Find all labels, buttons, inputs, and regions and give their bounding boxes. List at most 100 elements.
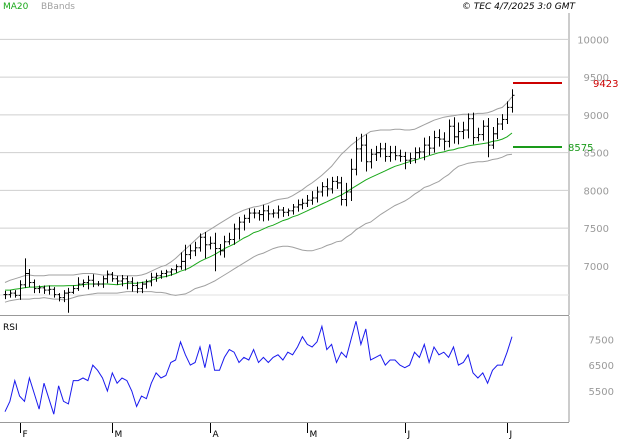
rsi-y-tick-label: 5500 bbox=[589, 387, 614, 398]
ohlc-bar bbox=[174, 264, 179, 273]
ohlc-bar bbox=[179, 252, 184, 270]
ohlc-bar bbox=[71, 285, 76, 294]
price-y-tick-label: 8000 bbox=[584, 186, 609, 197]
ohlc-bar bbox=[3, 290, 8, 300]
ohlc-bar bbox=[320, 182, 325, 197]
ohlc-bar bbox=[91, 274, 96, 288]
ohlc-bar bbox=[164, 269, 169, 278]
x-tick-label: M bbox=[310, 430, 318, 440]
ohlc-bar bbox=[271, 209, 276, 218]
bb-upper-line bbox=[4, 96, 513, 283]
ohlc-bar bbox=[66, 287, 71, 313]
ohlc-bar bbox=[52, 287, 57, 298]
price-y-tick-label: 7000 bbox=[584, 262, 609, 273]
ohlc-bar bbox=[203, 231, 208, 259]
ohlc-bar bbox=[96, 281, 101, 287]
ohlc-bar bbox=[27, 268, 32, 288]
ohlc-bar bbox=[159, 270, 164, 279]
ohlc-bar bbox=[349, 158, 354, 201]
ohlc-bar bbox=[23, 258, 28, 288]
ohlc-bar bbox=[335, 176, 340, 189]
ohlc-bar bbox=[188, 244, 193, 260]
ohlc-bar bbox=[330, 176, 335, 194]
ohlc-bar bbox=[222, 235, 227, 258]
ohlc-bar bbox=[447, 119, 452, 148]
support-label: 8575 bbox=[568, 143, 593, 154]
ohlc-bar bbox=[300, 198, 305, 210]
ohlc-bar bbox=[359, 133, 364, 162]
ohlc-bar bbox=[296, 199, 301, 212]
ohlc-bar bbox=[432, 130, 437, 153]
ohlc-bar bbox=[461, 121, 466, 140]
ohlc-bar bbox=[422, 137, 427, 161]
ohlc-bar bbox=[500, 114, 505, 131]
ohlc-bar bbox=[140, 281, 145, 294]
bb-lower-line bbox=[4, 153, 513, 303]
ohlc-bar bbox=[169, 268, 174, 276]
ohlc-bar bbox=[266, 205, 271, 221]
ohlc-bar bbox=[310, 191, 315, 205]
resistance-label: 9423 bbox=[593, 79, 618, 90]
ohlc-bar bbox=[232, 223, 237, 245]
price-y-tick-label: 8500 bbox=[584, 149, 609, 160]
ohlc-bar bbox=[456, 122, 461, 145]
rsi-panel-label: RSI bbox=[3, 323, 18, 333]
price-y-tick-label: 10000 bbox=[577, 35, 609, 46]
price-y-tick-label: 9500 bbox=[584, 73, 609, 84]
x-tick-label: M bbox=[115, 430, 123, 440]
ohlc-bar bbox=[227, 232, 232, 245]
ohlc-bar bbox=[495, 117, 500, 140]
source-timestamp: © TEC 4/7/2025 3:0 GMT bbox=[462, 2, 577, 12]
ohlc-bar bbox=[37, 285, 42, 294]
ohlc-bar bbox=[471, 112, 476, 145]
x-tick-label: F bbox=[23, 430, 28, 440]
ohlc-bar bbox=[47, 285, 52, 295]
ohlc-bars bbox=[3, 89, 515, 313]
ohlc-bar bbox=[491, 127, 496, 149]
ohlc-bar bbox=[466, 113, 471, 139]
ohlc-bar bbox=[276, 205, 281, 219]
ohlc-bar bbox=[144, 279, 149, 289]
ohlc-bar bbox=[452, 117, 457, 144]
ohlc-bar bbox=[417, 147, 422, 158]
ohlc-bar bbox=[42, 285, 47, 294]
ohlc-bar bbox=[291, 204, 296, 215]
ohlc-bar bbox=[369, 148, 374, 169]
ohlc-bar bbox=[486, 117, 491, 158]
ohlc-bar bbox=[130, 277, 135, 292]
ohlc-bar bbox=[57, 293, 62, 302]
ohlc-bar bbox=[13, 290, 18, 298]
ohlc-bar bbox=[135, 281, 140, 294]
ohlc-bar bbox=[110, 271, 115, 282]
bbands-legend-label: BBands bbox=[41, 2, 75, 12]
ohlc-bar bbox=[442, 132, 447, 151]
ohlc-bar bbox=[315, 186, 320, 203]
bollinger-bands bbox=[4, 96, 513, 303]
ohlc-bar bbox=[101, 275, 106, 288]
x-tick-label: J bbox=[509, 430, 513, 440]
ohlc-bar bbox=[354, 136, 359, 176]
ohlc-bar bbox=[62, 290, 67, 303]
ohlc-bar bbox=[413, 147, 418, 164]
ohlc-bar bbox=[398, 149, 403, 162]
ohlc-bar bbox=[261, 204, 266, 222]
ohlc-bar bbox=[364, 134, 369, 172]
ohlc-bar bbox=[286, 208, 291, 217]
ohlc-bar bbox=[510, 89, 515, 113]
ohlc-bar bbox=[437, 129, 442, 147]
ohlc-bar bbox=[149, 272, 154, 287]
ohlc-bar bbox=[237, 216, 242, 240]
ohlc-bar bbox=[374, 145, 379, 161]
ohlc-bar bbox=[325, 178, 330, 197]
ohlc-bar bbox=[18, 280, 23, 300]
ohlc-bar bbox=[218, 244, 223, 256]
rsi-y-tick-label: 6500 bbox=[589, 361, 614, 372]
ohlc-bar bbox=[247, 208, 252, 223]
rsi-line bbox=[4, 321, 513, 415]
ohlc-bar bbox=[125, 275, 130, 290]
ohlc-bar bbox=[281, 207, 286, 217]
ohlc-bar bbox=[76, 277, 81, 291]
x-tick-label: A bbox=[213, 430, 220, 440]
